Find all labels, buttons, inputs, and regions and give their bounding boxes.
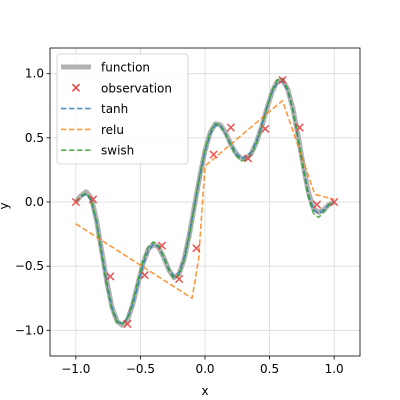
y-tick-label-3: 0.5: [25, 131, 44, 145]
observation-marker: [175, 274, 184, 284]
x-tick-label-4: 1.0: [325, 362, 344, 376]
legend-box: [56, 53, 189, 165]
x-tick-label-0: −1.0: [61, 362, 90, 376]
legend-label-swish: swish: [101, 144, 134, 158]
y-tick-label-2: 0.0: [25, 195, 44, 209]
observation-marker: [209, 150, 218, 159]
observation-marker: [312, 200, 322, 209]
legend-label-tanh: tanh: [101, 102, 128, 116]
x-tick-label-2: 0.0: [195, 362, 214, 376]
y-tick-label-1: −0.5: [15, 259, 44, 273]
y-tick-label-0: −1.0: [15, 323, 44, 337]
axis-ticks: −1.0 −0.5 0.0 0.5 1.0 −1.0 −0.5 0.0 0.5 1.0: [15, 67, 344, 376]
x-tick-label-1: −0.5: [126, 362, 155, 376]
series-layer: [73, 77, 336, 328]
observation-markers: [71, 75, 339, 329]
observation-marker: [278, 75, 287, 85]
observation-marker: [243, 154, 253, 163]
observation-marker: [295, 123, 304, 132]
observation-marker: [261, 124, 270, 133]
legend-label-relu: relu: [101, 123, 124, 137]
legend: function observation tanh relu swish: [56, 53, 189, 165]
x-axis-label: x: [201, 384, 208, 398]
observation-marker: [140, 271, 149, 280]
x-tick-label-3: 0.5: [260, 362, 279, 376]
series-line-relu: [75, 99, 335, 300]
y-tick-label-4: 1.0: [25, 67, 44, 81]
observation-marker: [123, 319, 132, 329]
observation-marker: [157, 241, 167, 250]
observation-marker: [71, 197, 80, 207]
legend-label-observation: observation: [101, 81, 172, 95]
observation-marker: [192, 244, 201, 253]
series-line-swish: [75, 78, 335, 325]
legend-marker-observation: [71, 83, 81, 92]
observation-marker: [106, 272, 115, 281]
y-axis-label: y: [0, 202, 11, 209]
observation-marker: [330, 197, 339, 207]
legend-label-function: function: [101, 61, 150, 75]
observation-marker: [88, 195, 98, 204]
observation-marker: [226, 123, 235, 132]
